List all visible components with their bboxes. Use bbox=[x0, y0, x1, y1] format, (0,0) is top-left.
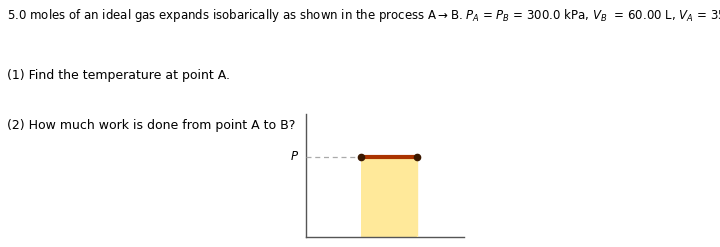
Text: 5.0 moles of an ideal gas expands isobarically as shown in the process A$\righta: 5.0 moles of an ideal gas expands isobar… bbox=[7, 7, 720, 24]
Text: (2) How much work is done from point A to B?: (2) How much work is done from point A t… bbox=[7, 119, 296, 132]
Text: P: P bbox=[291, 150, 298, 163]
Bar bbox=[361, 157, 417, 237]
Text: (1) Find the temperature at point A.: (1) Find the temperature at point A. bbox=[7, 69, 230, 82]
